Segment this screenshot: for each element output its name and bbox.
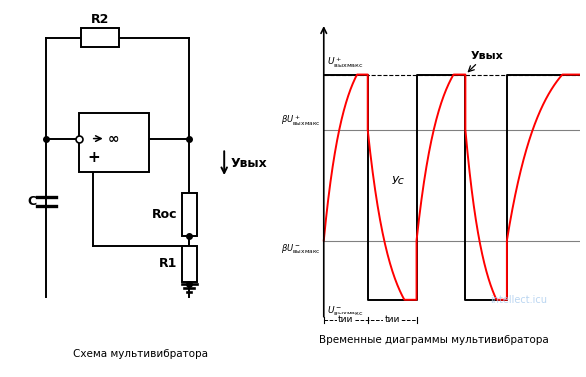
Bar bbox=[79, 113, 149, 172]
Text: Ус: Ус bbox=[392, 176, 405, 186]
Text: Rос: Rос bbox=[152, 208, 178, 221]
Text: Временные диаграммы мультивибратора: Временные диаграммы мультивибратора bbox=[319, 336, 548, 345]
Bar bbox=[182, 193, 197, 236]
Text: +: + bbox=[87, 150, 100, 165]
Text: intellect.icu: intellect.icu bbox=[490, 295, 547, 305]
Bar bbox=[182, 246, 197, 282]
Bar bbox=[81, 28, 119, 47]
Text: $\beta U^-_{\rm выхмакс}$: $\beta U^-_{\rm выхмакс}$ bbox=[281, 242, 320, 256]
Text: Увых: Увых bbox=[231, 157, 268, 170]
Text: ∞: ∞ bbox=[108, 132, 120, 146]
Text: $U^+_{\rm выхмакс}$: $U^+_{\rm выхмакс}$ bbox=[328, 55, 364, 70]
Text: tии: tии bbox=[384, 315, 400, 324]
Text: $\beta U^+_{\rm выхмакс}$: $\beta U^+_{\rm выхмакс}$ bbox=[281, 114, 320, 128]
Text: R1: R1 bbox=[159, 257, 178, 270]
Text: Схема мультивибратора: Схема мультивибратора bbox=[73, 349, 208, 359]
Text: C: C bbox=[27, 195, 36, 208]
Text: R2: R2 bbox=[91, 13, 110, 26]
Text: $U^-_{\rm выхмакс}$: $U^-_{\rm выхмакс}$ bbox=[328, 305, 364, 318]
Text: tии: tии bbox=[338, 315, 353, 324]
Text: Увых: Увых bbox=[470, 51, 503, 61]
